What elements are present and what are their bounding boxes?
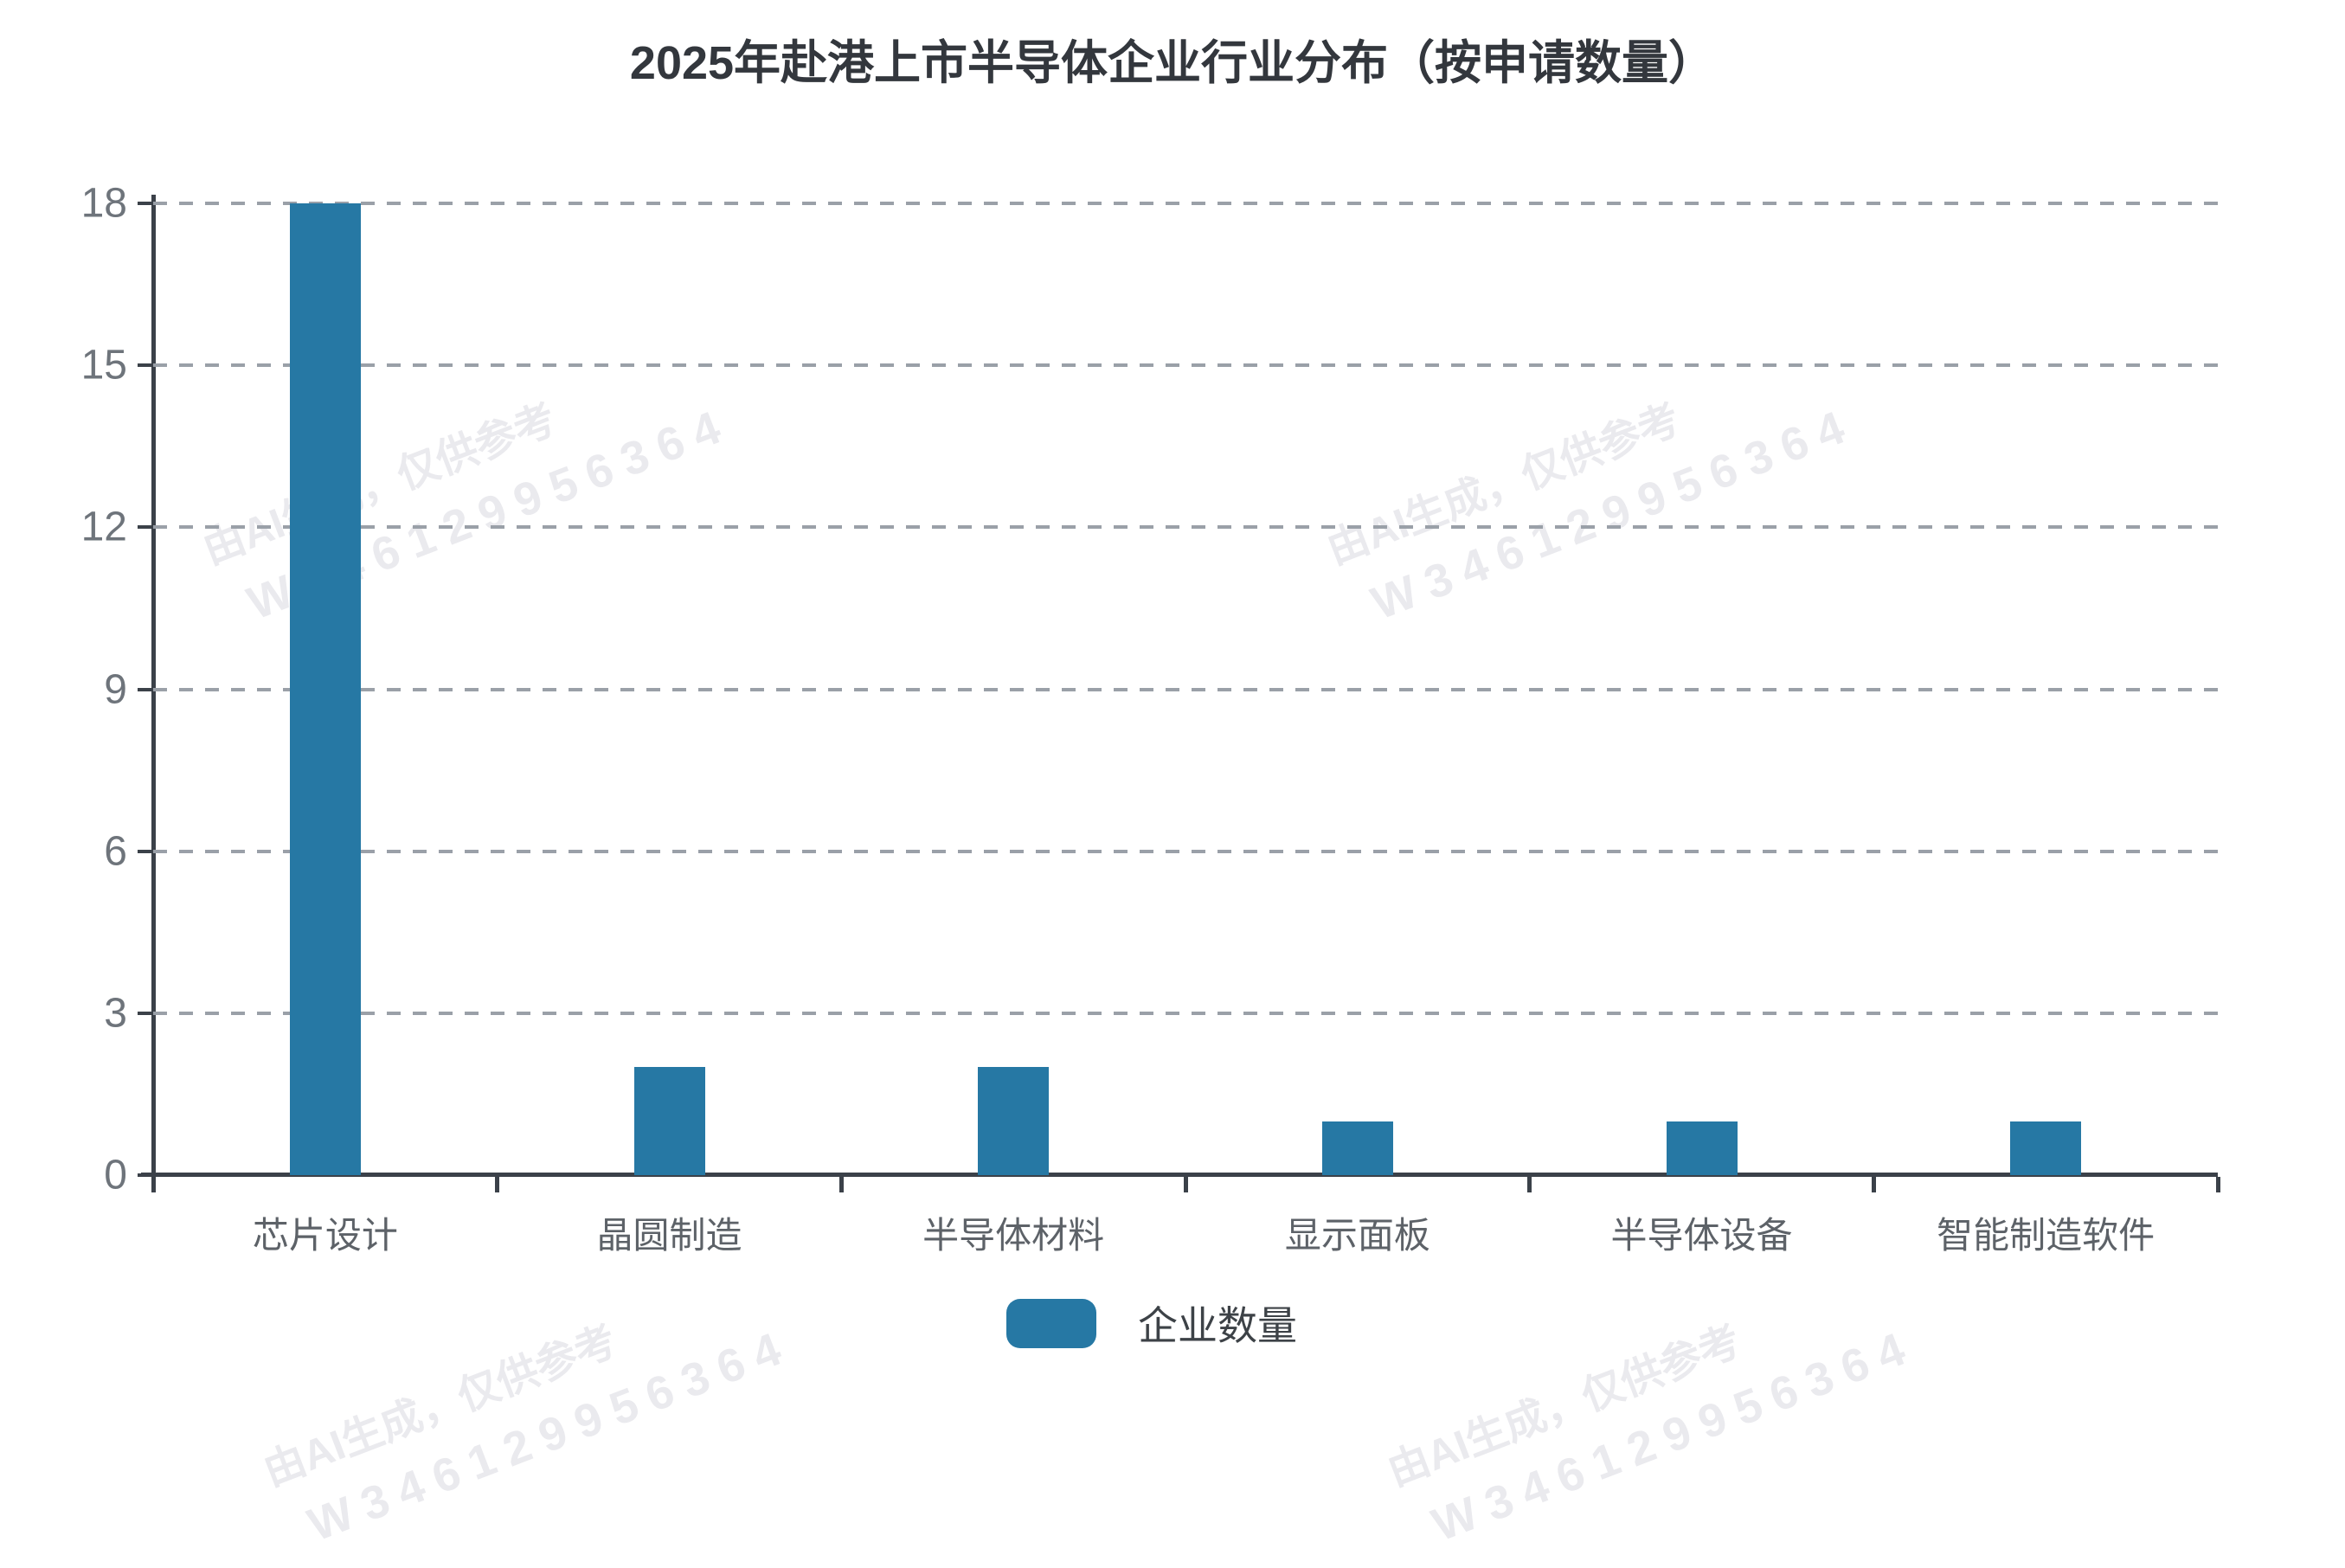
legend-swatch bbox=[1006, 1298, 1096, 1348]
x-category-label: 芯片设计 bbox=[252, 1215, 398, 1256]
bar bbox=[1666, 1121, 1738, 1175]
y-tick-label: 9 bbox=[104, 666, 127, 712]
y-gridline bbox=[153, 202, 2218, 205]
y-gridline bbox=[153, 363, 2218, 368]
y-axis-tick bbox=[138, 687, 153, 691]
x-axis-tick bbox=[838, 1177, 844, 1192]
x-axis-tick bbox=[151, 1177, 156, 1192]
chart-title: 2025年赴港上市半导体企业行业分布（按申请数量） bbox=[629, 37, 1716, 89]
bar bbox=[289, 203, 361, 1175]
y-tick-label: 15 bbox=[80, 342, 127, 389]
x-axis-tick bbox=[1871, 1177, 1876, 1192]
y-tick-label: 12 bbox=[80, 504, 127, 550]
y-axis-line bbox=[151, 195, 156, 1189]
y-axis-tick bbox=[138, 849, 153, 853]
chart-canvas: { "chart_data": { "type": "bar", "title"… bbox=[80, 37, 2220, 1552]
y-tick-label: 0 bbox=[104, 1152, 127, 1198]
bar bbox=[978, 1067, 1050, 1175]
x-category-label: 显示面板 bbox=[1284, 1215, 1430, 1256]
y-tick-label: 3 bbox=[104, 990, 127, 1037]
y-gridline bbox=[153, 849, 2218, 853]
y-axis-tick bbox=[138, 1173, 153, 1177]
bar bbox=[1321, 1121, 1393, 1175]
watermark-line2: W346129956364 bbox=[301, 1319, 800, 1552]
watermark-line1: 由AI生成，仅供参考 bbox=[257, 1318, 624, 1495]
x-axis-tick bbox=[1183, 1177, 1188, 1192]
y-axis-tick bbox=[138, 525, 153, 530]
x-category-label: 半导体材料 bbox=[922, 1215, 1105, 1256]
bar bbox=[633, 1067, 705, 1175]
y-axis-tick bbox=[138, 1011, 153, 1015]
y-axis-tick bbox=[138, 363, 153, 368]
legend: 企业数量 bbox=[1006, 1295, 1297, 1352]
x-axis-tick bbox=[495, 1177, 500, 1192]
y-gridline bbox=[153, 525, 2218, 530]
y-tick-label: 18 bbox=[80, 180, 127, 227]
y-axis-tick bbox=[138, 202, 153, 205]
bar bbox=[2010, 1121, 2082, 1175]
y-gridline bbox=[153, 1011, 2218, 1015]
watermark-line1: 由AI生成，仅供参考 bbox=[1381, 1318, 1748, 1495]
y-gridline bbox=[153, 687, 2218, 691]
x-axis-tick bbox=[2215, 1177, 2220, 1192]
watermark: 由AI生成，仅供参考 W346129956364 bbox=[254, 1253, 802, 1568]
watermark: 由AI生成，仅供参考 W346129956364 bbox=[1378, 1253, 1926, 1568]
watermark-line2: W346129956364 bbox=[1425, 1319, 1924, 1552]
x-axis-tick bbox=[1527, 1177, 1532, 1192]
x-category-label: 半导体设备 bbox=[1610, 1215, 1793, 1256]
x-category-label: 智能制造软件 bbox=[1937, 1215, 2155, 1256]
x-category-label: 晶圆制造 bbox=[596, 1215, 742, 1256]
legend-label: 企业数量 bbox=[1138, 1303, 1297, 1348]
y-tick-label: 6 bbox=[104, 828, 127, 875]
x-axis-line bbox=[141, 1173, 2218, 1177]
plot-area: 0 3 6 9 12 15 18 芯片设计 晶圆制造 半导体材料 显示面板 半导体设备 智能制造软件 bbox=[81, 181, 2220, 1256]
